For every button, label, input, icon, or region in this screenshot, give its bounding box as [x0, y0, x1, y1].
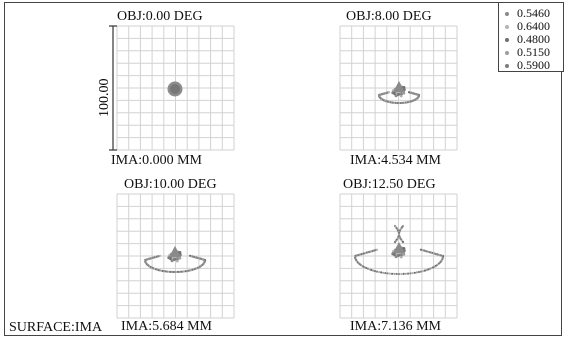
- spot-point: [395, 272, 398, 276]
- legend-wavelength: 0.5900: [517, 58, 550, 72]
- spot-point: [180, 270, 183, 273]
- spot-point: [421, 270, 425, 273]
- spot-point: [411, 272, 414, 275]
- spot-cluster: [169, 246, 181, 257]
- legend-marker-icon: [505, 64, 509, 69]
- spot-point: [419, 248, 423, 251]
- spot-point: [173, 270, 177, 274]
- panel-3-ima-label: IMA:5.684 MM: [121, 319, 213, 334]
- spot-point: [402, 252, 406, 256]
- spot-point: [158, 254, 162, 257]
- spot-point: [166, 270, 169, 273]
- panel-1-ima-label: IMA:0.000 MM: [111, 153, 203, 168]
- spot-point: [402, 247, 406, 250]
- spot-point: [402, 91, 406, 95]
- spot-cluster: [393, 81, 405, 92]
- spot-point: [417, 270, 421, 274]
- spot-point: [368, 268, 371, 271]
- legend-wavelength: 0.5150: [517, 45, 550, 59]
- spot-point: [402, 86, 406, 89]
- spot-point: [169, 270, 172, 273]
- panel-2-obj-label: OBJ:8.00 DEG: [346, 9, 432, 24]
- panel-1-obj-label: OBJ:0.00 DEG: [117, 9, 203, 24]
- spot-point: [384, 272, 387, 275]
- spot-point: [393, 272, 396, 275]
- spot-point: [373, 270, 377, 273]
- spot-cluster: [393, 242, 405, 253]
- legend-item: 0.5150: [505, 46, 550, 58]
- spot-point: [170, 259, 174, 263]
- spot-diagram-frame: [4, 2, 562, 336]
- scale-bar-label: 100.00: [97, 78, 112, 118]
- spot-point: [375, 270, 379, 273]
- spot-point: [393, 240, 397, 244]
- spot-point: [391, 252, 395, 256]
- legend-marker-icon: [505, 25, 509, 30]
- spot-point: [386, 272, 389, 275]
- spot-point: [423, 269, 426, 272]
- spot-point: [377, 270, 381, 274]
- legend-item: 0.5460: [505, 7, 550, 19]
- legend-item: 0.6400: [505, 20, 550, 32]
- spot-point: [404, 272, 407, 275]
- spot-point: [407, 272, 410, 275]
- spot-point: [391, 272, 394, 275]
- panel-4-obj-label: OBJ:12.50 DEG: [343, 177, 436, 192]
- legend-wavelength: 0.6400: [517, 19, 550, 33]
- legend-item: 0.5900: [505, 59, 550, 71]
- spot-point: [167, 256, 171, 260]
- legend-wavelength: 0.5460: [517, 6, 550, 20]
- spot-point: [401, 240, 405, 244]
- spot-point: [397, 272, 401, 276]
- spot-point: [382, 271, 385, 274]
- spot-point: [427, 268, 430, 271]
- wavelength-legend: 0.5460 0.6400 0.4800 0.5150 0.5900: [498, 2, 564, 72]
- spot-point: [407, 91, 411, 94]
- spot-point: [370, 268, 373, 272]
- spot-point: [372, 269, 375, 272]
- spot-point: [188, 254, 192, 257]
- panel-2-ima-label: IMA:4.534 MM: [350, 153, 442, 168]
- legend-marker-icon: [505, 38, 509, 43]
- spot-point: [380, 271, 383, 274]
- spot-point: [396, 254, 400, 257]
- spot-point: [409, 272, 412, 275]
- legend-marker-icon: [505, 51, 509, 56]
- spot-point: [172, 270, 175, 274]
- spot-point: [170, 84, 180, 94]
- panel-4-ima-label: IMA:7.136 MM: [350, 319, 442, 334]
- legend-item: 0.4800: [505, 33, 550, 45]
- spot-point: [177, 270, 180, 273]
- spot-point: [178, 251, 182, 254]
- spot-point: [388, 272, 391, 275]
- spot-point: [413, 271, 416, 274]
- spot-point: [394, 255, 398, 259]
- spot-point: [400, 272, 403, 276]
- spot-point: [425, 268, 428, 272]
- spot-point: [415, 271, 418, 274]
- legend-wavelength: 0.4800: [517, 32, 550, 46]
- spot-point: [178, 256, 182, 260]
- spot-point: [366, 267, 369, 270]
- legend-marker-icon: [505, 12, 509, 17]
- panel-3-obj-label: OBJ:10.00 DEG: [124, 177, 217, 192]
- spot-point: [419, 270, 423, 273]
- spot-point: [396, 93, 400, 96]
- spot-point: [402, 272, 405, 275]
- spot-point: [391, 91, 395, 95]
- spot-point: [375, 248, 379, 251]
- surface-label: SURFACE:IMA: [9, 320, 103, 335]
- spot-point: [172, 258, 176, 261]
- spot-point: [387, 91, 391, 94]
- spot-point: [394, 94, 398, 98]
